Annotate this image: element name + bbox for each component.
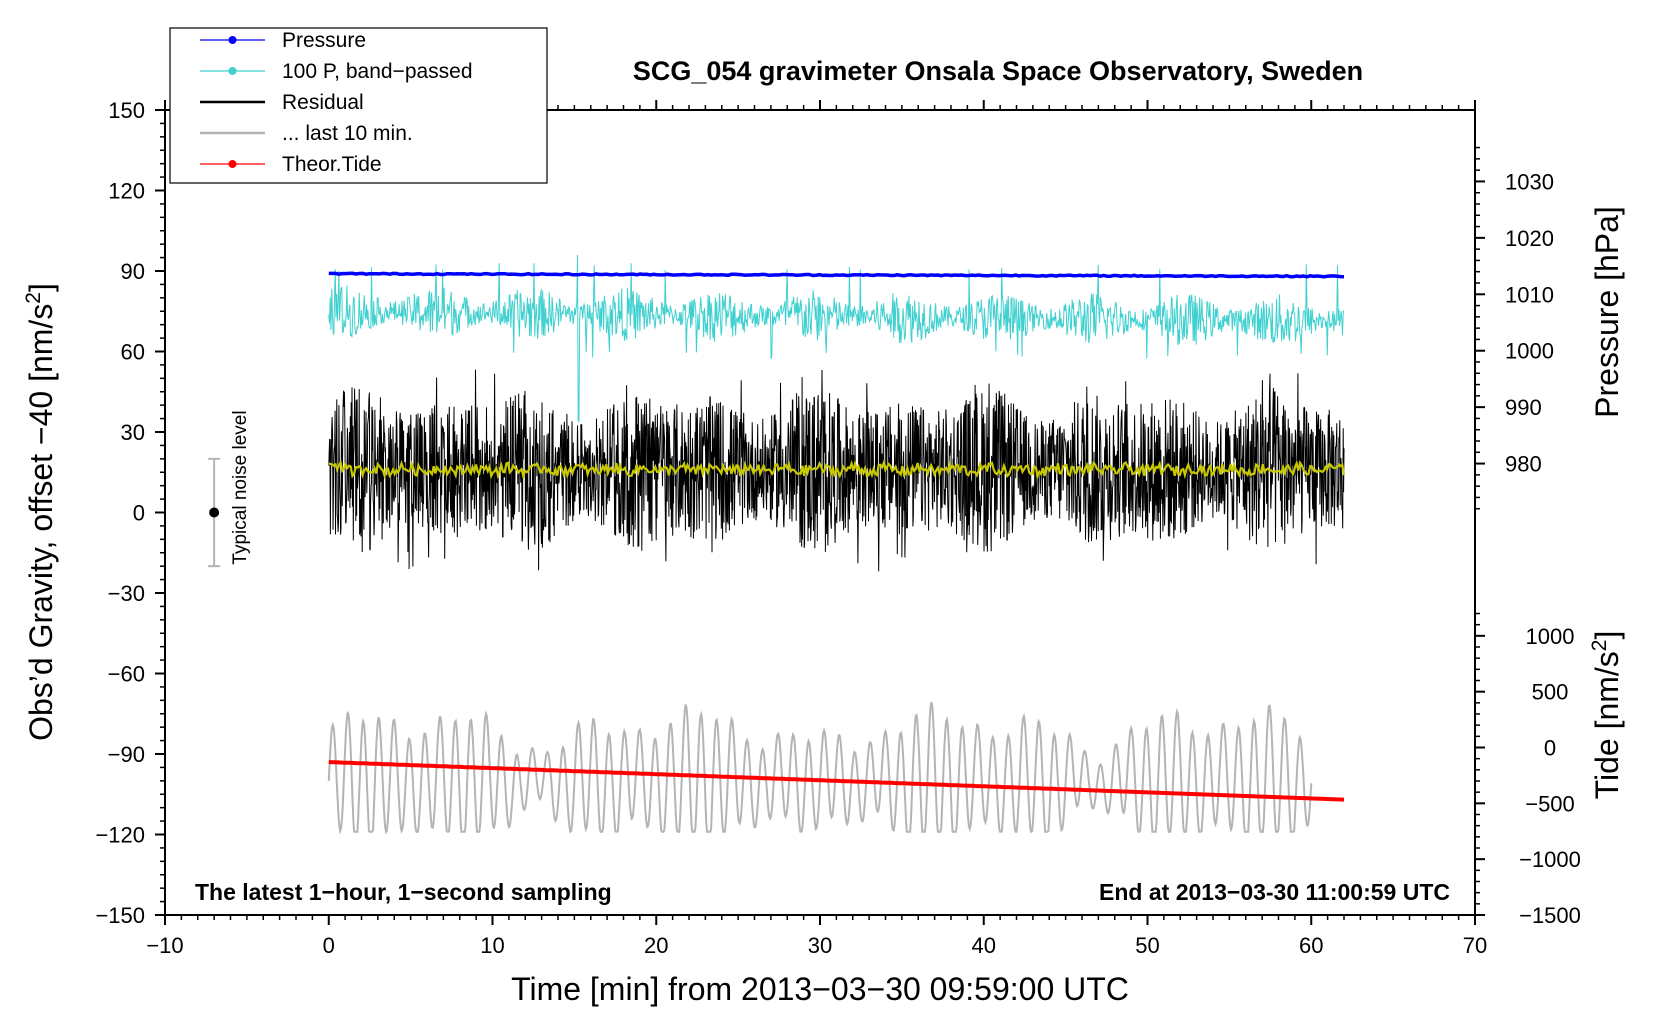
y-tick-label: −60	[108, 662, 145, 687]
tide-tick-label: −1500	[1519, 903, 1581, 928]
pressure-tick-label: 1020	[1505, 226, 1554, 251]
noise-level-dot	[209, 507, 220, 518]
x-tick-label: −10	[146, 933, 183, 958]
y-axis-tide-title: Tide [nm/s2]	[1588, 631, 1625, 800]
tide-tick-label: −500	[1525, 791, 1575, 816]
pressure-tick-label: 980	[1505, 452, 1542, 477]
y-tick-label: 120	[108, 179, 145, 204]
residual-smoothed-line	[328, 458, 1346, 481]
y-tick-label: −120	[95, 823, 145, 848]
tide-tick-label: −1000	[1519, 847, 1581, 872]
y-tick-label: 60	[121, 340, 145, 365]
pressure-tick-label: 1010	[1505, 282, 1554, 307]
x-tick-label: 60	[1299, 933, 1323, 958]
legend-marker	[228, 67, 237, 75]
x-tick-label: 0	[323, 933, 335, 958]
tide-tick-label: 500	[1532, 680, 1569, 705]
x-tick-label: 30	[808, 933, 832, 958]
y-axis-left-title-end: ]	[23, 283, 59, 292]
chart-title: SCG_054 gravimeter Onsala Space Observat…	[633, 56, 1363, 86]
y-tick-label: 0	[133, 501, 145, 526]
x-tick-label: 20	[644, 933, 668, 958]
y-axis-pressure-title: Pressure [hPa]	[1589, 206, 1625, 418]
y-tick-label: −30	[108, 581, 145, 606]
x-tick-label: 10	[480, 933, 504, 958]
noise-level-indicator: Typical noise level	[208, 410, 251, 568]
y-tick-label: 90	[121, 259, 145, 284]
y-axis-tide-title-end: ]	[1589, 631, 1625, 640]
y-tick-label: −90	[108, 742, 145, 767]
tide-tick-label: 1000	[1526, 624, 1575, 649]
tide-tick-label: 0	[1544, 736, 1556, 761]
last-10-min-line	[327, 701, 1313, 835]
legend-label: Pressure	[282, 29, 366, 52]
annotation-sampling: The latest 1−hour, 1−second sampling	[195, 879, 612, 905]
legend-label: ... last 10 min.	[282, 122, 413, 145]
y-axis-left-title-main: Obs’d Gravity, offset −40 [nm/s	[23, 304, 59, 741]
x-axis-title: Time [min] from 2013−03−30 09:59:00 UTC	[511, 971, 1129, 1007]
y-axis-tide-title-main: Tide [nm/s	[1589, 651, 1625, 799]
data-series	[327, 254, 1346, 835]
x-tick-label: 40	[972, 933, 996, 958]
annotation-end-time: End at 2013−03‑30 11:00:59 UTC	[1099, 879, 1450, 905]
pressure-tick-label: 1000	[1505, 339, 1554, 364]
y-axis-tide-title-sup: 2	[1588, 640, 1611, 652]
legend-box	[169, 27, 548, 184]
theoretical-tide-line	[328, 760, 1345, 802]
x-tick-label: 50	[1135, 933, 1159, 958]
y-axis-left-title-sup: 2	[22, 292, 45, 304]
y-axis-left-title: Obs’d Gravity, offset −40 [nm/s2]	[22, 283, 59, 741]
x-tick-label: 70	[1463, 933, 1487, 958]
residual-line	[328, 369, 1345, 572]
pressure-tick-label: 990	[1505, 395, 1542, 420]
band-passed-pressure-line	[328, 254, 1345, 422]
legend: Pressure 100 P, band−passed Residual ... la…	[169, 27, 548, 184]
y-tick-label: 150	[108, 98, 145, 123]
legend-marker	[228, 160, 237, 168]
axis-ticks	[155, 100, 1485, 925]
y-tick-label: 30	[121, 420, 145, 445]
y-tick-label: −150	[95, 903, 145, 928]
legend-label: 100 P, band−passed	[282, 60, 473, 83]
legend-marker	[228, 36, 237, 44]
pressure-tick-label: 1030	[1505, 169, 1554, 194]
pressure-line	[328, 271, 1345, 279]
axis-tick-labels: −10 0 10 20 30 40 50 60 70−150−120−90−60−3003060…	[95, 98, 1580, 958]
legend-label: Theor.Tide	[282, 153, 382, 176]
legend-label: Residual	[282, 91, 364, 114]
noise-level-label: Typical noise level	[230, 410, 251, 564]
